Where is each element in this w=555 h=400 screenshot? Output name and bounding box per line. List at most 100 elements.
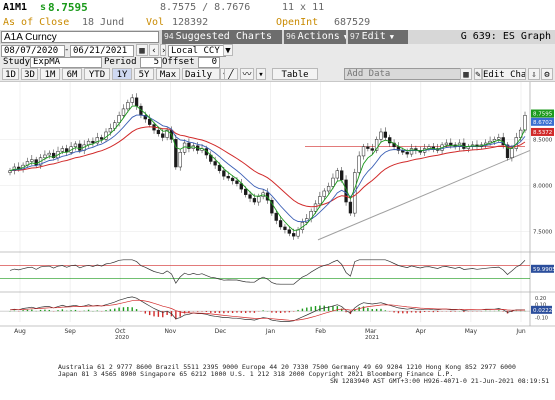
asof-date: 18 Jund [82, 17, 125, 28]
candle-body [43, 154, 47, 159]
macd-histogram-bar [22, 310, 24, 312]
frequency-select[interactable]: Daily [182, 68, 220, 80]
ema-slow-line [9, 126, 526, 208]
macd-histogram-bar [249, 311, 251, 313]
year-label: 2020 [115, 335, 129, 341]
calendar-icon[interactable]: ▦ [136, 44, 148, 56]
macd-histogram-bar [109, 309, 112, 312]
x-tick-label: Apr [416, 328, 427, 335]
price-badge [531, 109, 554, 118]
chevron-down-icon[interactable]: ▼ [223, 44, 233, 56]
macd-histogram-bar [275, 311, 277, 313]
candle-body [51, 152, 56, 159]
edit-chart-button[interactable]: Edit Chart [482, 68, 526, 80]
candle-body [130, 97, 134, 103]
open-interest-label: OpenInt [276, 17, 319, 28]
macd-signal-line [9, 299, 526, 321]
chevron-down-icon: ▼ [389, 33, 394, 41]
macd-histogram-bar [31, 309, 33, 312]
macd-histogram-bar [323, 305, 325, 312]
edit-number: 97 [350, 32, 360, 41]
candle-body [143, 115, 147, 120]
macd-histogram-bar [284, 311, 286, 313]
macd-histogram-bar [44, 309, 46, 312]
macd-histogram-bar [196, 311, 199, 312]
macd-histogram-bar [148, 311, 151, 316]
range-6m-button[interactable]: 6M [62, 68, 82, 80]
macd-histogram-bar [354, 309, 356, 312]
price-chart[interactable]: Aug Sep Oct Nov Dec Jan Feb Mar Apr May Jun 2020 202… [0, 82, 555, 400]
period-input[interactable]: 5 [140, 57, 162, 68]
grid-icon[interactable]: ▦ [460, 68, 472, 80]
gear-icon[interactable]: ⚙ [541, 68, 553, 80]
candle-body [161, 133, 165, 138]
chart-background [0, 82, 555, 400]
candle-body [134, 97, 139, 107]
edit-label: Edit [361, 31, 386, 42]
chevron-left-icon[interactable]: ‹ [149, 44, 159, 56]
study-select[interactable]: ExpMA [30, 57, 102, 68]
candle-body [235, 180, 239, 184]
candle-body [514, 137, 518, 149]
x-tick-label: Nov [164, 328, 176, 335]
macd-histogram-bar [362, 306, 365, 312]
actions-number: 96 [286, 32, 296, 41]
last-price: 8.7595 [48, 1, 88, 14]
candle-body [187, 142, 191, 149]
frequency-label: Daily [185, 70, 213, 80]
edit-menu[interactable]: 97 Edit ▼ [348, 30, 408, 44]
candle-body [230, 177, 235, 182]
table-button[interactable]: Table [272, 68, 318, 80]
chevron-right-icon[interactable]: › [160, 44, 166, 56]
range-max-button[interactable]: Max [156, 68, 180, 80]
macd-histogram-bar [135, 309, 138, 312]
end-date-input[interactable]: 06/21/2021 [70, 45, 134, 57]
oscillator-line [9, 259, 526, 285]
settings-icon[interactable]: ▾ [256, 68, 266, 80]
candle-body [156, 129, 161, 135]
candle-body [30, 159, 34, 162]
range-3d-button[interactable]: 3D [21, 68, 38, 80]
offset-input[interactable]: 0 [198, 57, 220, 68]
range-1d-button[interactable]: 1D [2, 68, 19, 80]
menu-bar: A1A Curncy 94 Suggested Charts 96 Actions ▼… [0, 30, 555, 45]
candle-body [78, 143, 82, 151]
macd-histogram-bar [175, 311, 177, 320]
last-price-prefix: s [40, 2, 47, 13]
macd-histogram-bar [432, 311, 435, 313]
macd-histogram-bar [397, 311, 400, 314]
add-data-input[interactable]: Add Data [344, 68, 462, 80]
x-tick-label: Aug [14, 328, 26, 335]
start-date-input[interactable]: 08/07/2020 [1, 45, 65, 57]
security-field[interactable]: A1A Curncy [1, 31, 159, 43]
actions-menu[interactable]: 96 Actions ▼ [284, 30, 346, 44]
ticker: A1M1 [3, 2, 28, 13]
macd-histogram-bar [423, 311, 426, 313]
volume-value: 128392 [172, 17, 209, 28]
range-1y-button[interactable]: 1Y [112, 68, 132, 80]
date-separator: - [64, 45, 70, 55]
footer-text: Australia 61 2 9777 8600 Brazil 5511 239… [58, 363, 549, 385]
download-icon[interactable]: ⇩ [528, 68, 540, 80]
line-chart-icon[interactable]: 〰 [240, 68, 254, 80]
candle-body [278, 220, 283, 228]
candle-body [449, 142, 453, 146]
range-ytd-button[interactable]: YTD [84, 68, 110, 80]
macd-histogram-bar [118, 307, 120, 312]
price-panel [8, 93, 531, 241]
macd-histogram-bar [345, 311, 347, 313]
candle-body [174, 139, 178, 168]
macd-histogram-bar [205, 311, 208, 313]
chart-type-icon[interactable]: ╱ [224, 68, 238, 80]
open-interest-value: 687529 [334, 17, 371, 28]
macd-histogram-bar [57, 310, 59, 312]
macd-histogram-bar [214, 311, 216, 314]
pencil-icon[interactable]: ✎ [474, 68, 482, 80]
range-5y-button[interactable]: 5Y [134, 68, 154, 80]
macd-histogram-bar [157, 311, 160, 317]
range-1m-button[interactable]: 1M [40, 68, 60, 80]
macd-histogram-bar [26, 309, 29, 312]
candle-body [226, 175, 230, 179]
macd-histogram-bar [61, 309, 64, 312]
suggested-charts-menu[interactable]: 94 Suggested Charts [162, 30, 282, 44]
